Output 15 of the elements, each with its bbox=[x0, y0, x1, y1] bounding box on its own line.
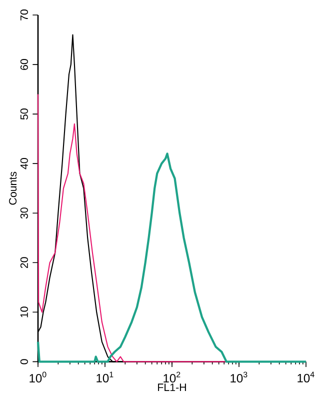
y-tick-label: 20 bbox=[20, 257, 28, 268]
y-tick-label: 70 bbox=[20, 10, 28, 20]
y-tick-label: 30 bbox=[20, 208, 28, 219]
y-tick-label: 50 bbox=[20, 108, 28, 120]
y-axis-title: Counts bbox=[9, 172, 17, 205]
y-tick-label: 40 bbox=[20, 158, 28, 170]
y-tick-label: 10 bbox=[20, 306, 28, 318]
y-tick-label: 60 bbox=[20, 59, 28, 70]
x-tick-label: 10$^{4}$ bbox=[298, 372, 314, 382]
x-axis-title: FL1-H bbox=[158, 384, 186, 391]
x-tick-label: 10$^{0}$ bbox=[30, 372, 46, 383]
x-tick-label: 10$^{1}$ bbox=[96, 372, 114, 382]
y-tick-label: 0 bbox=[20, 359, 28, 364]
x-tick-label: 10$^{2}$ bbox=[164, 372, 180, 383]
x-tick-label: 10$^{3}$ bbox=[230, 372, 248, 383]
